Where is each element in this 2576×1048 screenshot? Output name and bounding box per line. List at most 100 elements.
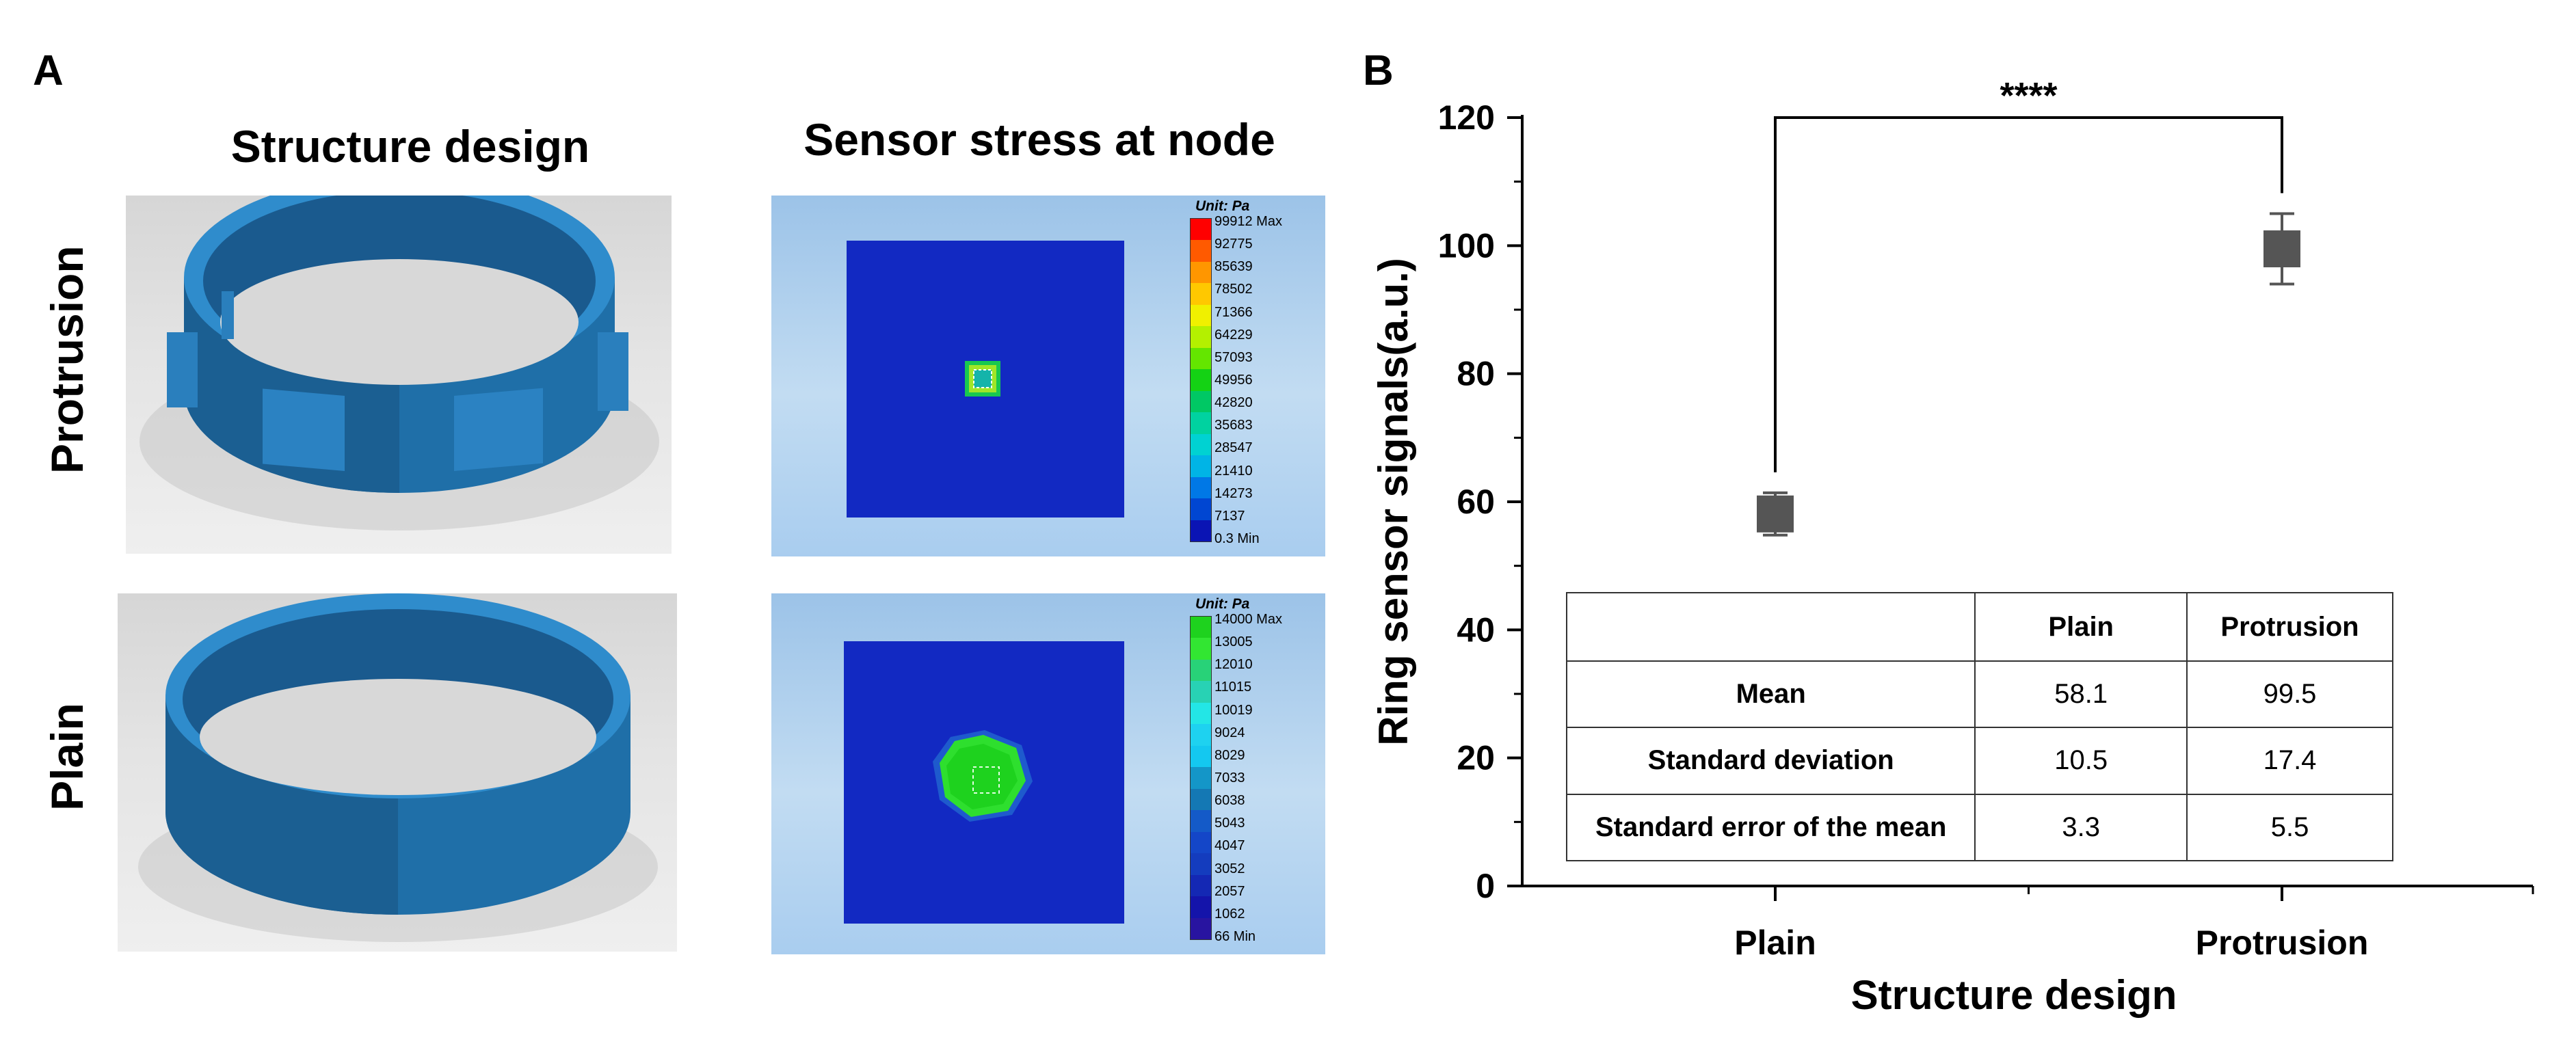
legend-label: 21410 xyxy=(1214,463,1253,479)
legend-label: 4047 xyxy=(1214,838,1245,854)
legend-label: 7033 xyxy=(1214,770,1245,785)
legend-unit: Unit: Pa xyxy=(1195,198,1250,214)
legend-label: 71366 xyxy=(1214,304,1253,320)
legend-label: 10019 xyxy=(1214,702,1253,718)
legend-swatch xyxy=(1191,874,1211,897)
legend-label: 12010 xyxy=(1214,657,1253,673)
legend-swatch xyxy=(1191,917,1211,940)
data-point-plain xyxy=(1757,495,1794,533)
significance-stars: **** xyxy=(2000,75,2057,116)
legend-swatch xyxy=(1191,261,1211,284)
legend-swatch xyxy=(1191,412,1211,435)
x-axis-title: Structure design xyxy=(1851,972,2177,1018)
legend-label: 99912 Max xyxy=(1214,214,1282,229)
legend-swatch xyxy=(1191,745,1211,768)
legend-swatch xyxy=(1191,810,1211,833)
x-tick-label: Plain xyxy=(1734,924,1816,962)
table-row-label: Mean xyxy=(1565,660,1976,729)
y-axis-title: Ring sensor signals(a.u.) xyxy=(1370,258,1416,745)
protrusion-stress-map: Unit: Pa 99912 Max 92775 85639 78502 71366 64… xyxy=(771,196,1325,556)
structure-design-heading: Structure design xyxy=(230,121,590,172)
legend-label: 49956 xyxy=(1214,373,1253,388)
table-header-cell: Plain xyxy=(1974,592,2188,662)
legend-swatch xyxy=(1191,240,1211,263)
legend-label: 42820 xyxy=(1214,395,1253,411)
y-tick-label: 40 xyxy=(1457,610,1495,649)
legend-label: 28547 xyxy=(1214,440,1253,456)
legend-swatch xyxy=(1191,455,1211,478)
table-cell: 58.1 xyxy=(1974,660,2188,729)
legend-unit: Unit: Pa xyxy=(1195,596,1250,612)
table-cell: 10.5 xyxy=(1974,727,2188,795)
legend-swatch xyxy=(1191,390,1211,413)
legend-swatch xyxy=(1191,283,1211,306)
table-cell: 17.4 xyxy=(2186,727,2393,795)
legend-label: 7137 xyxy=(1214,508,1245,524)
legend-swatch xyxy=(1191,476,1211,499)
protrusion-ring-drawing xyxy=(140,196,659,530)
table-row: Standard error of the mean 3.3 5.5 xyxy=(1565,793,2393,862)
legend-label: 35683 xyxy=(1214,418,1253,433)
panel-b-letter: B xyxy=(1363,47,1394,94)
y-tick-label: 80 xyxy=(1457,355,1495,393)
table-row-label: Standard deviation xyxy=(1565,727,1976,795)
legend-swatch xyxy=(1191,702,1211,725)
table-header-cell: Protrusion xyxy=(2186,592,2393,662)
legend-swatch xyxy=(1191,724,1211,747)
legend-label: 0.3 Min xyxy=(1214,531,1260,546)
plain-stress-map: Unit: Pa 14000 Max 13005 12010 11015 10019 90… xyxy=(771,593,1325,954)
table-cell: 99.5 xyxy=(2186,660,2393,729)
significance-bracket xyxy=(1774,116,2283,472)
legend-swatch xyxy=(1191,681,1211,703)
table-header-cell xyxy=(1565,592,1976,662)
legend-label: 66 Min xyxy=(1214,929,1256,944)
y-tick-label: 100 xyxy=(1438,226,1495,265)
legend-swatch xyxy=(1191,219,1211,241)
legend-label: 92775 xyxy=(1214,237,1253,252)
color-legend-bar xyxy=(1190,218,1212,542)
legend-swatch xyxy=(1191,617,1211,639)
y-tick-label: 20 xyxy=(1457,739,1495,777)
legend-swatch xyxy=(1191,304,1211,327)
panel-a-letter: A xyxy=(33,47,64,94)
legend-swatch xyxy=(1191,433,1211,456)
legend-swatch xyxy=(1191,369,1211,392)
table-header-row: Plain Protrusion xyxy=(1565,592,2393,662)
legend-swatch xyxy=(1191,767,1211,790)
legend-label: 2057 xyxy=(1214,883,1245,899)
legend-swatch xyxy=(1191,831,1211,854)
table-cell: 5.5 xyxy=(2186,793,2393,862)
data-point-protrusion xyxy=(2263,230,2300,268)
legend-swatch xyxy=(1191,498,1211,521)
legend-label: 5043 xyxy=(1214,816,1245,831)
legend-label: 14273 xyxy=(1214,485,1253,501)
protrusion-hotspot xyxy=(965,361,1000,397)
plain-ring-render xyxy=(118,593,677,952)
legend-label: 9024 xyxy=(1214,725,1245,740)
legend-label: 1062 xyxy=(1214,906,1245,922)
y-tick-label: 120 xyxy=(1438,98,1495,137)
color-legend-bar xyxy=(1190,616,1212,940)
legend-label: 3052 xyxy=(1214,861,1245,876)
plain-hotspot xyxy=(933,730,1033,822)
legend-swatch xyxy=(1191,853,1211,876)
y-tick-label: 60 xyxy=(1457,483,1495,521)
legend-swatch xyxy=(1191,659,1211,682)
legend-swatch xyxy=(1191,520,1211,542)
table-row: Mean 58.1 99.5 xyxy=(1565,660,2393,729)
legend-label: 85639 xyxy=(1214,259,1253,275)
legend-label: 78502 xyxy=(1214,282,1253,297)
legend-label: 64229 xyxy=(1214,327,1253,342)
y-tick-label: 0 xyxy=(1476,867,1495,905)
table-row-label: Standard error of the mean xyxy=(1565,793,1976,862)
legend-swatch xyxy=(1191,788,1211,811)
sensor-stress-heading: Sensor stress at node xyxy=(804,114,1275,165)
summary-statistics-table: Plain Protrusion Mean 58.1 99.5 Standard… xyxy=(1565,592,2393,862)
legend-swatch xyxy=(1191,347,1211,370)
legend-swatch xyxy=(1191,326,1211,349)
table-row: Standard deviation 10.5 17.4 xyxy=(1565,727,2393,795)
legend-label: 57093 xyxy=(1214,349,1253,365)
legend-label: 8029 xyxy=(1214,747,1245,763)
protrusion-ring-render xyxy=(126,196,672,554)
